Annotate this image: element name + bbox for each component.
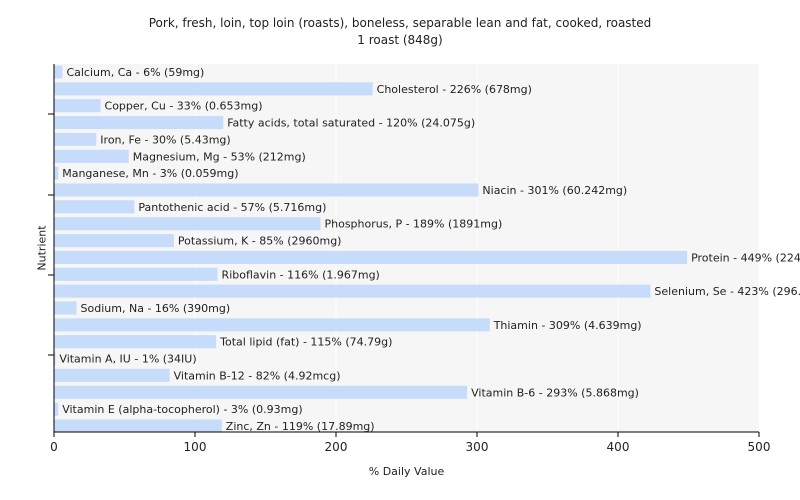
bar-label: Vitamin B-12 - 82% (4.92mcg): [174, 369, 341, 382]
x-tick-label: 500: [748, 440, 771, 454]
bar-label: Riboflavin - 116% (1.967mg): [222, 268, 380, 281]
bar: [54, 116, 224, 130]
x-tick-label: 200: [325, 440, 348, 454]
bar: [54, 149, 129, 163]
x-tick-label: 400: [607, 440, 630, 454]
y-axis-label: Nutrient: [35, 225, 49, 271]
bar-label: Manganese, Mn - 3% (0.059mg): [62, 167, 238, 180]
bar: [54, 301, 77, 315]
bar-label: Thiamin - 309% (4.639mg): [493, 319, 642, 332]
x-tick-label: 300: [466, 440, 489, 454]
chart-title: Pork, fresh, loin, top loin (roasts), bo…: [148, 16, 652, 30]
bar: [54, 318, 490, 332]
bar-label: Fatty acids, total saturated - 120% (24.…: [227, 117, 475, 130]
bar-label: Calcium, Ca - 6% (59mg): [66, 66, 204, 79]
bar-label: Sodium, Na - 16% (390mg): [81, 302, 231, 315]
bar: [54, 200, 135, 214]
bar-label: Zinc, Zn - 119% (17.89mg): [226, 420, 375, 433]
bar: [54, 132, 97, 146]
bar: [54, 352, 56, 366]
bar: [54, 267, 218, 281]
bar-label: Pantothenic acid - 57% (5.716mg): [138, 201, 326, 214]
bar-label: Protein - 449% (224.30g): [691, 251, 800, 264]
bar: [54, 166, 59, 180]
bar: [54, 217, 321, 231]
bar-label: Iron, Fe - 30% (5.43mg): [100, 133, 230, 146]
bar-label: Copper, Cu - 33% (0.653mg): [105, 100, 263, 113]
bar-label: Potassium, K - 85% (2960mg): [178, 235, 342, 248]
bar-label: Niacin - 301% (60.242mg): [482, 184, 627, 197]
bar: [54, 250, 688, 264]
bar-label: Phosphorus, P - 189% (1891mg): [324, 218, 502, 231]
bar-label: Magnesium, Mg - 53% (212mg): [133, 150, 306, 163]
bar-label: Cholesterol - 226% (678mg): [377, 83, 532, 96]
bar-label: Total lipid (fat) - 115% (74.79g): [219, 336, 392, 349]
chart-subtitle: 1 roast (848g): [357, 33, 443, 47]
bar: [54, 65, 63, 79]
bar: [54, 234, 174, 248]
bar: [54, 368, 170, 382]
bar-label: Vitamin A, IU - 1% (34IU): [59, 353, 196, 366]
bar: [54, 419, 222, 433]
bar-label: Vitamin B-6 - 293% (5.868mg): [471, 386, 639, 399]
bar: [54, 99, 101, 113]
x-tick-label: 100: [184, 440, 207, 454]
bar: [54, 385, 468, 399]
x-tick-label: 0: [50, 440, 58, 454]
bar: [54, 402, 59, 416]
bar-label: Vitamin E (alpha-tocopherol) - 3% (0.93m…: [62, 403, 302, 416]
bar-label: Selenium, Se - 423% (296.0mcg): [654, 285, 800, 298]
bar: [54, 284, 651, 298]
bar: [54, 183, 479, 197]
bar: [54, 82, 373, 96]
x-axis-label: % Daily Value: [368, 465, 445, 478]
bar: [54, 335, 217, 349]
